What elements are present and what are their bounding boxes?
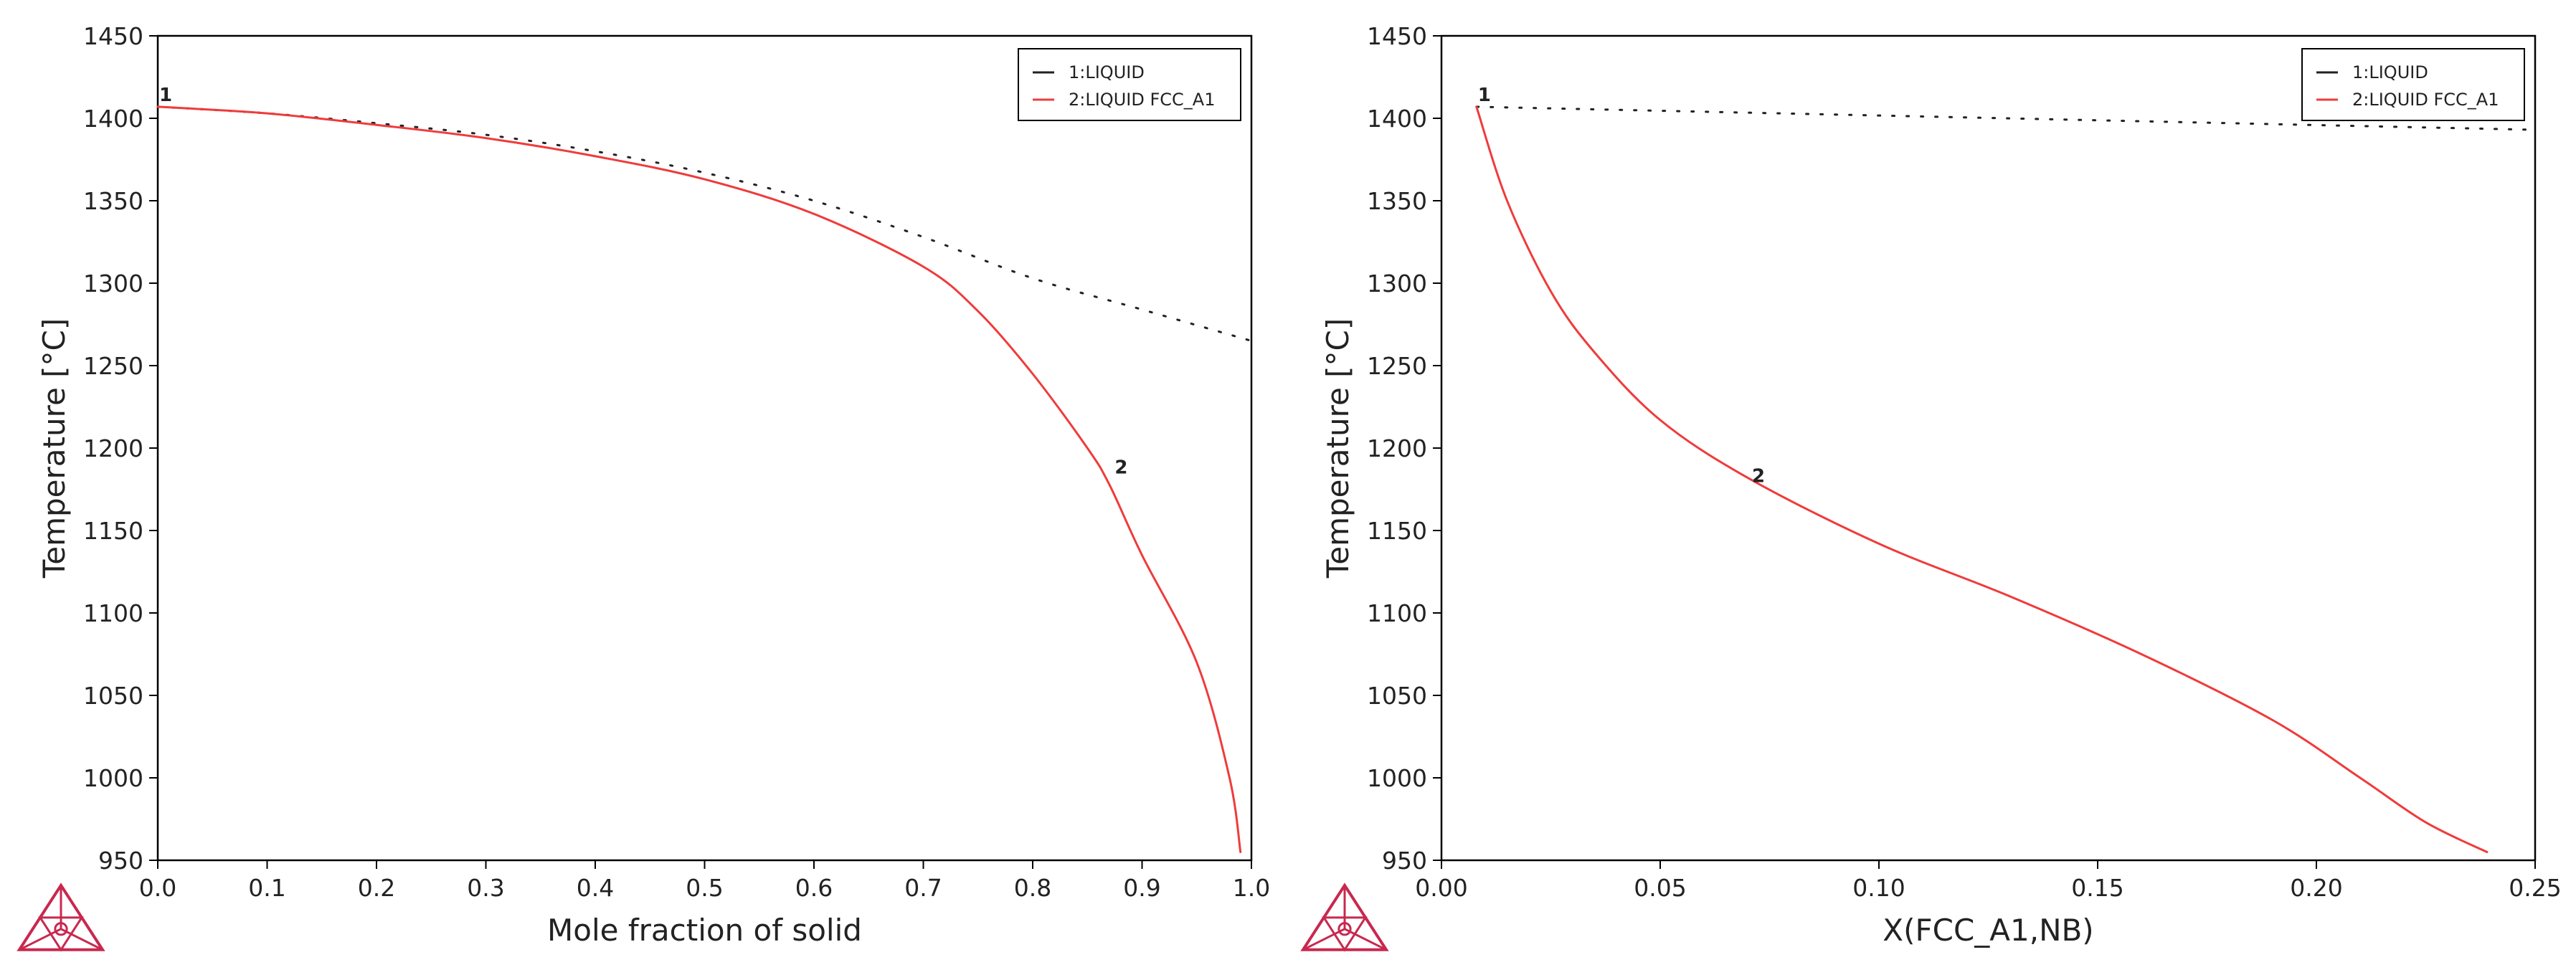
x-tick-label: 0.0: [139, 874, 176, 902]
y-tick-label: 1300: [1367, 270, 1427, 298]
x-tick-label: 0.25: [2509, 874, 2561, 902]
logo-spoke: [1302, 928, 1345, 951]
y-tick-label: 950: [98, 847, 143, 875]
y-tick-label: 950: [1382, 847, 1427, 875]
x-tick-label: 0.2: [358, 874, 395, 902]
curve-label-1: 1: [1478, 85, 1491, 106]
x-tick-label: 0.4: [577, 874, 614, 902]
y-axis-title: Temperature [°C]: [1320, 318, 1355, 579]
x-tick-label: 0.05: [1634, 874, 1686, 902]
curve-label-2: 2: [1752, 465, 1765, 487]
x-tick-label: 0.8: [1014, 874, 1051, 902]
legend-entry: 1:LIQUID: [1069, 62, 1145, 82]
y-tick-label: 1050: [83, 682, 143, 710]
curve-label-1: 1: [159, 85, 172, 106]
thermo-calc-logo-icon: [16, 883, 105, 952]
logo-center: [1337, 922, 1352, 936]
logo-spoke: [19, 928, 62, 951]
y-tick-label: 1350: [83, 187, 143, 215]
y-tick-label: 1100: [1367, 599, 1427, 627]
x-axis-title: Mole fraction of solid: [547, 913, 862, 948]
y-tick-label: 1250: [1367, 352, 1427, 380]
x-tick-label: 0.5: [686, 874, 723, 902]
logo-spoke: [60, 928, 103, 951]
series-liquid-fcc-line: [1475, 105, 2489, 853]
y-tick-label: 1250: [83, 352, 143, 380]
x-tick-label: 0.00: [1415, 874, 1467, 902]
y-tick-label: 1200: [1367, 434, 1427, 462]
x-axis-title: X(FCC_A1,NB): [1883, 913, 2093, 948]
legend-box: [1018, 48, 1241, 121]
x-tick-label: 0.20: [2290, 874, 2342, 902]
series-liquid-fcc-line: [156, 105, 1242, 853]
x-tick-label: 0.7: [904, 874, 942, 902]
x-tick-label: 0.9: [1123, 874, 1160, 902]
y-tick-label: 1200: [83, 434, 143, 462]
y-tick-label: 1400: [83, 105, 143, 133]
y-tick-label: 1450: [83, 22, 143, 50]
x-tick-label: 0.3: [467, 874, 504, 902]
legend-box: [2301, 48, 2525, 121]
plot-frame: [1440, 34, 2537, 862]
thermo-calc-logo-icon: [1300, 883, 1389, 952]
y-tick-label: 1000: [1367, 764, 1427, 792]
y-tick-label: 1000: [83, 764, 143, 792]
legend-entry: 2:LIQUID FCC_A1: [1069, 90, 1215, 110]
curve-label-2: 2: [1114, 457, 1127, 479]
y-tick-label: 1350: [1367, 187, 1427, 215]
x-tick-label: 1.0: [1233, 874, 1270, 902]
y-tick-label: 1150: [1367, 517, 1427, 545]
series-liquid-line: [1475, 105, 2537, 131]
y-tick-label: 1450: [1367, 22, 1427, 50]
legend-entry: 1:LIQUID: [2352, 62, 2428, 82]
y-tick-label: 1050: [1367, 682, 1427, 710]
series-liquid-line: [156, 105, 1253, 342]
y-tick-label: 1300: [83, 270, 143, 298]
chart-solid-fraction: 0.0 0.1 0.2 0.3 0.4 0.5 0.6 0.7 0.8 0.9 1.0 950 1000…: [37, 22, 1270, 948]
y-tick-label: 1100: [83, 599, 143, 627]
logo-spoke: [1344, 928, 1387, 951]
x-tick-label: 0.15: [2071, 874, 2123, 902]
chart-nb-composition: 0.00 0.05 0.10 0.15 0.20 0.25 950 1000 1050 1100 1…: [1320, 22, 2562, 948]
y-axis-title: Temperature [°C]: [37, 318, 72, 579]
x-tick-label: 0.10: [1852, 874, 1905, 902]
logo-center: [54, 922, 68, 936]
legend-entry: 2:LIQUID FCC_A1: [2352, 90, 2499, 110]
y-tick-label: 1150: [83, 517, 143, 545]
x-tick-label: 0.1: [248, 874, 285, 902]
y-tick-label: 1400: [1367, 105, 1427, 133]
x-tick-label: 0.6: [795, 874, 833, 902]
